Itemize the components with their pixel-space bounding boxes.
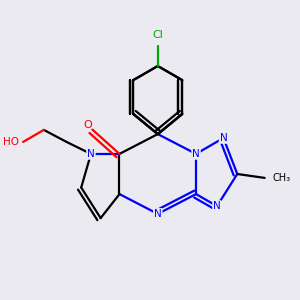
Text: CH₃: CH₃ [272, 173, 290, 183]
Text: N: N [87, 149, 95, 159]
Text: N: N [220, 133, 227, 143]
Text: Cl: Cl [152, 31, 163, 40]
Text: O: O [84, 120, 92, 130]
Text: N: N [220, 133, 227, 143]
Text: N: N [154, 209, 162, 219]
Text: N: N [192, 149, 200, 159]
Text: N: N [213, 201, 221, 211]
Text: N: N [192, 149, 200, 159]
Text: N: N [213, 201, 221, 211]
Text: N: N [87, 149, 95, 159]
Text: HO: HO [3, 137, 19, 147]
Text: N: N [154, 209, 162, 219]
